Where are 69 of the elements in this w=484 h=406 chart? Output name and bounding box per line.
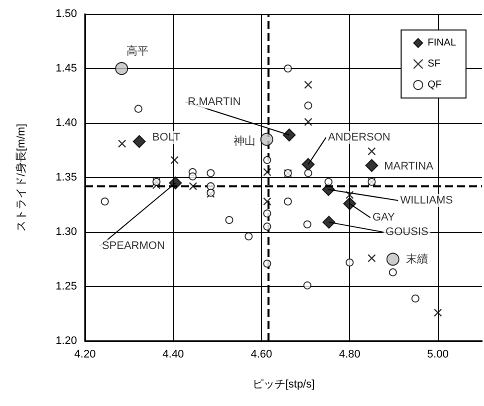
- annotation: R.MARTIN: [188, 96, 241, 108]
- point: [132, 135, 146, 148]
- annotation: SPEARMON: [102, 240, 165, 252]
- legend-label: SF: [428, 58, 440, 70]
- point: [284, 197, 292, 206]
- point: [263, 222, 272, 231]
- point: [263, 156, 272, 164]
- point: [368, 147, 376, 156]
- x-tick-label: 4.80: [338, 348, 360, 360]
- y-tick-label: 1.35: [56, 172, 77, 184]
- point: [368, 254, 376, 262]
- point: [346, 190, 354, 200]
- point: [115, 62, 128, 75]
- point: [225, 216, 234, 224]
- annotation: ANDERSON: [328, 131, 390, 144]
- annotation: MARTINA: [384, 160, 434, 173]
- point: [118, 140, 126, 148]
- legend-label: QF: [428, 80, 442, 90]
- point: [244, 232, 253, 240]
- point: [411, 294, 420, 302]
- point: [100, 197, 109, 206]
- point: [304, 80, 312, 89]
- point: [324, 178, 332, 186]
- annotation: BOLT: [152, 132, 180, 144]
- point: [260, 132, 274, 146]
- point: [263, 197, 272, 206]
- point: [263, 260, 272, 268]
- point: [304, 102, 312, 110]
- point: [168, 176, 182, 190]
- y-tick-label: 1.20: [56, 335, 77, 347]
- point: [170, 156, 179, 164]
- point: [206, 182, 215, 190]
- y-tick-label: 1.40: [56, 117, 77, 129]
- annotation: GOUSIS: [386, 226, 428, 238]
- point: [188, 182, 198, 190]
- point: [206, 169, 215, 178]
- point: [303, 281, 312, 290]
- y-tick-label: 1.50: [56, 8, 77, 20]
- point: [304, 169, 312, 178]
- point: [303, 220, 312, 228]
- x-tick-label: 4.20: [74, 348, 96, 360]
- point: [343, 197, 356, 210]
- point: [263, 209, 272, 218]
- point: [388, 268, 397, 276]
- annotation: 末續: [406, 252, 428, 266]
- annotation: GAY: [372, 212, 396, 224]
- x-tick-label: 4.60: [250, 348, 272, 360]
- point: [134, 104, 142, 113]
- y-tick-label: 1.25: [56, 280, 77, 292]
- point: [302, 158, 315, 171]
- point: [284, 64, 292, 72]
- y-tick-label: 1.30: [56, 226, 77, 238]
- point: [304, 118, 312, 126]
- point: [346, 258, 354, 267]
- point: [322, 216, 336, 229]
- x-axis-title: ピッチ[stp/s]: [252, 378, 315, 390]
- x-tick-label: 4.40: [162, 348, 184, 360]
- annotation: WILLIAMS: [400, 194, 453, 206]
- point: [263, 168, 272, 176]
- legend-label: FINAL: [428, 38, 456, 48]
- point: [188, 172, 197, 180]
- x-tick-label: 5.00: [427, 348, 449, 360]
- point: [386, 252, 400, 266]
- annotation: 高平: [126, 44, 149, 58]
- y-axis-title: ストライド/身長[m/m]: [16, 124, 28, 232]
- point: [365, 159, 378, 172]
- point: [434, 308, 442, 317]
- y-tick-label: 1.45: [56, 62, 77, 74]
- annotation: 神山: [234, 134, 256, 148]
